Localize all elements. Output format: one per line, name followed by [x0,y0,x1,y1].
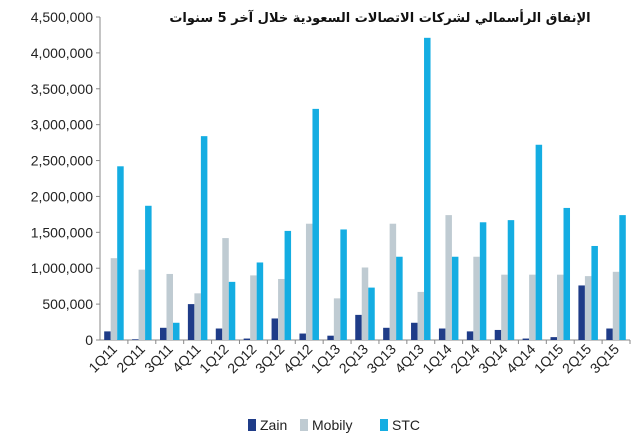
bar-zain [243,338,251,340]
bar-stc [507,220,515,340]
bar-zain [522,338,530,340]
legend-swatch-stc [380,419,388,431]
x-tick-label: 3Q12 [252,341,288,377]
bar-zain [494,329,502,340]
bar-mobily [612,271,620,340]
bar-zain [187,304,195,340]
bar-mobily [584,276,592,340]
bar-stc [172,322,180,340]
y-tick-label: 1,500,000 [31,224,93,240]
y-tick-label: 3,000,000 [31,117,93,133]
bar-stc [284,230,292,340]
bar-mobily [166,273,173,340]
bar-mobily [445,215,452,340]
bar-stc [535,144,543,340]
bar-stc [563,207,571,340]
y-tick-label: 3,500,000 [31,81,93,97]
bar-stc [451,256,459,340]
x-tick-label: 1Q13 [308,341,344,377]
x-tick-label: 3Q13 [363,341,399,377]
bar-zain [327,335,334,340]
x-tick-label: 3Q11 [141,341,176,376]
bar-mobily [473,256,480,340]
x-tick-label: 4Q11 [169,341,204,376]
x-tick-label: 2Q11 [113,341,148,376]
bar-stc [479,222,487,340]
bar-stc [591,245,598,340]
bar-mobily [110,258,118,340]
plot-area: 0 500,000 1,000,000 1,500,000 2,000,000 2,500… [31,9,631,377]
bar-zain [383,327,390,340]
bar-zain [438,328,446,340]
x-tick-label: 2Q12 [224,341,260,377]
legend-swatch-mobily [300,419,308,431]
y-tick-label: 4,500,000 [31,9,93,25]
bar-stc [312,108,319,340]
y-tick-label: 0 [85,332,93,348]
bar-mobily [529,274,536,340]
bar-zain [104,331,111,340]
legend-label-mobily: Mobily [312,417,352,433]
bar-stc [340,229,347,340]
x-tick-label: 4Q12 [280,341,316,377]
bar-zain [355,314,362,340]
bar-stc [200,136,208,340]
x-tick-label: 2Q15 [559,341,595,377]
x-tick-label: 2Q14 [447,341,483,377]
x-tick-label: 2Q13 [336,341,372,377]
bar-mobily [557,274,564,340]
bar-mobily [222,238,229,340]
bar-mobily [250,275,257,340]
x-tick-label: 4Q14 [503,341,539,377]
bar-mobily [389,223,397,340]
x-tick-label: 1Q15 [531,341,567,377]
bar-stc [424,37,431,340]
y-tick-label: 2,500,000 [31,153,93,169]
y-tick-label: 4,000,000 [31,45,93,61]
bar-zain [606,328,613,340]
bar-mobily [194,293,201,340]
legend-label-stc: STC [392,417,420,433]
bar-stc [145,205,152,340]
x-tick-label: 3Q15 [587,341,623,377]
bar-zain [411,322,418,340]
bar-zain [159,327,167,340]
x-tick-label: 3Q14 [475,341,511,377]
bar-mobily [138,269,146,340]
y-tick-label: 500,000 [42,296,93,312]
bar-mobily [278,278,285,340]
bar-zain [271,318,279,340]
bar-stc [368,287,375,340]
bar-stc [396,256,403,340]
bar-zain [215,328,223,340]
legend-swatch-zain [248,419,256,431]
bar-zain [299,333,306,340]
legend: Zain Mobily STC [248,417,420,433]
x-tick-label: 4Q13 [391,341,427,377]
bar-stc [117,166,124,340]
bar-mobily [333,298,341,340]
chart-title: الإنفاق الرأسمالي لشركات الاتصالات السعو… [169,9,590,26]
bar-mobily [305,223,313,340]
bar-stc [228,281,236,340]
y-tick-label: 1,000,000 [31,260,93,276]
bar-mobily [501,274,508,340]
bar-mobily [361,267,369,340]
bar-zain [466,331,474,340]
legend-label-zain: Zain [260,417,287,433]
y-tick-label: 2,000,000 [31,188,93,204]
bar-zain [132,339,139,340]
x-tick-label: 1Q12 [196,341,232,377]
bar-mobily [417,291,425,340]
x-tick-label: 1Q14 [419,341,455,377]
bar-stc [256,262,264,340]
bar-stc [619,215,626,340]
bar-zain [578,285,585,340]
bar-zain [550,337,558,340]
